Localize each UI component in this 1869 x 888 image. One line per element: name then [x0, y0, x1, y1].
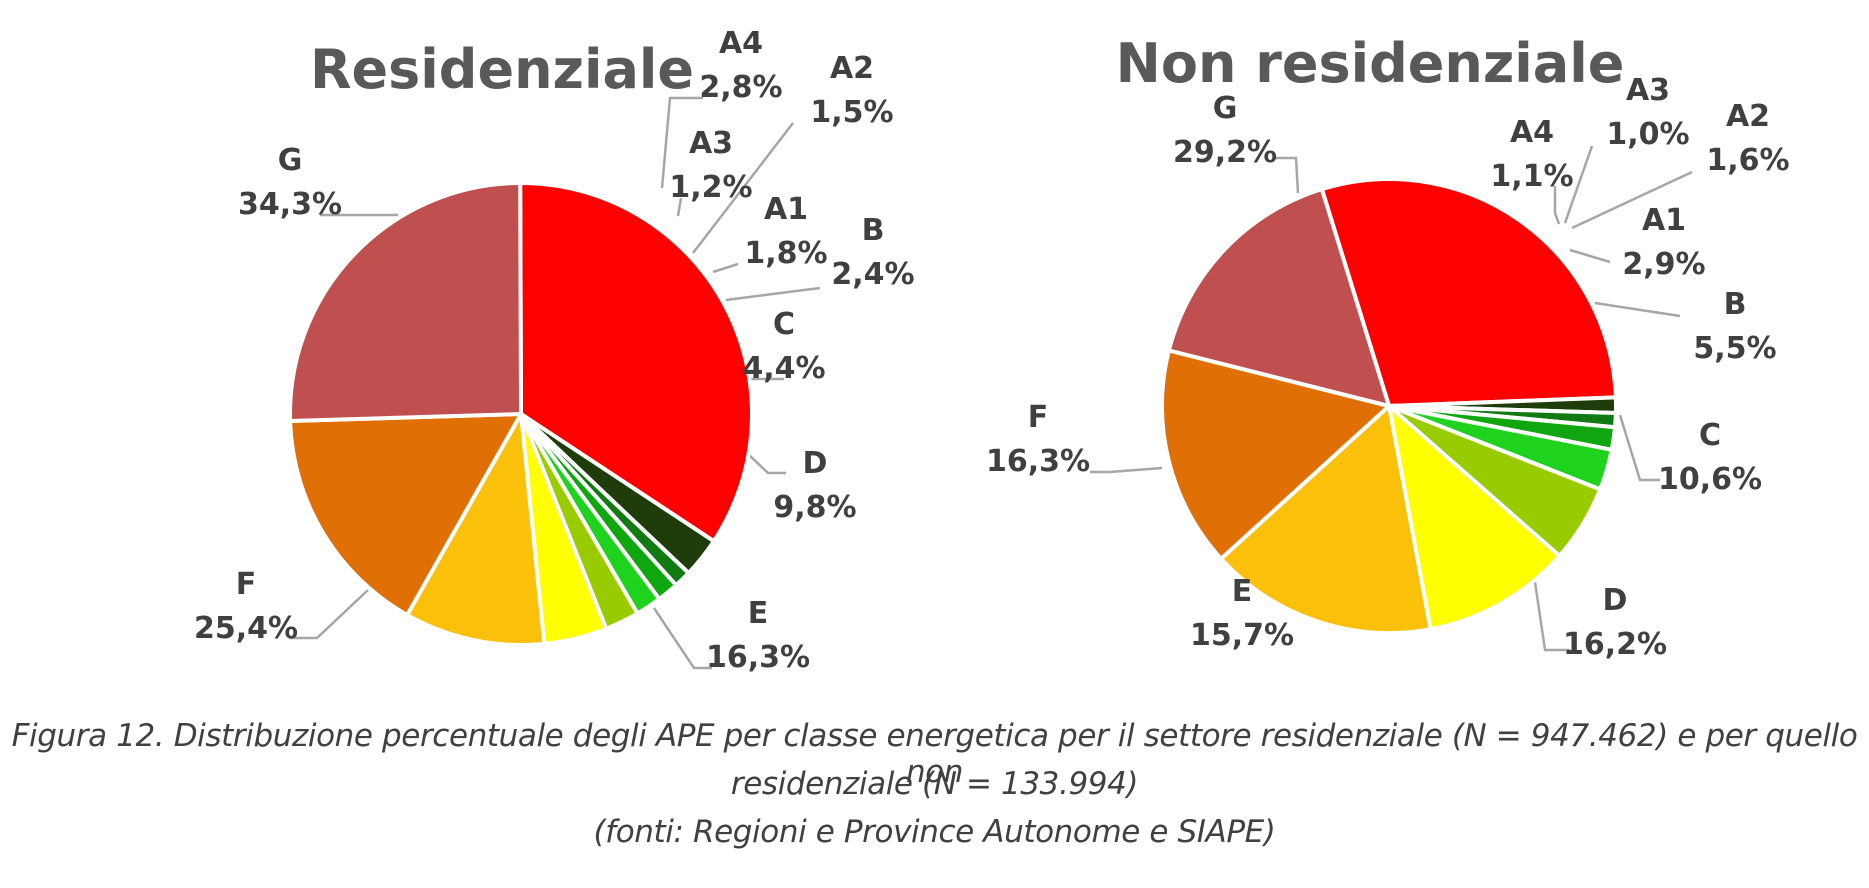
leader-line-non-residenziale-a4: [1553, 186, 1561, 225]
slice-value-non-residenziale-a4: 1,1%: [1490, 159, 1573, 194]
leader-line-residenziale-a3: [676, 197, 683, 217]
leader-line-non-residenziale-g: [1275, 156, 1300, 194]
leader-line-non-residenziale-b: [1594, 301, 1681, 318]
slice-value-residenziale-a1: 1,8%: [744, 236, 827, 271]
slice-label-residenziale-e: E: [748, 596, 769, 631]
pie-slice-residenziale-e: [288, 412, 523, 617]
leader-lines-non-residenziale: [1090, 145, 1693, 652]
slice-label-non-residenziale-d: D: [1603, 583, 1628, 618]
slice-label-residenziale-a2: A2: [830, 51, 874, 86]
leader-line-residenziale-d: [748, 454, 786, 475]
leader-line-residenziale-e: [652, 607, 712, 670]
pie-slice-non-residenziale-d: [1219, 404, 1433, 635]
slice-label-non-residenziale-a1: A1: [1642, 203, 1686, 238]
slice-value-residenziale-a4: 2,8%: [699, 70, 782, 105]
leader-line-residenziale-a2: [692, 122, 794, 254]
slice-label-residenziale-a1: A1: [764, 192, 808, 227]
slice-label-residenziale-g: G: [278, 143, 303, 178]
slice-label-non-residenziale-a2: A2: [1726, 99, 1770, 134]
slice-value-residenziale-c: 4,4%: [742, 351, 825, 386]
slice-label-non-residenziale-b: B: [1724, 287, 1747, 322]
slice-label-residenziale-f: F: [236, 567, 257, 602]
leader-line-residenziale-a1: [712, 262, 739, 274]
slice-label-residenziale-c: C: [773, 307, 795, 342]
slice-label-residenziale-a3: A3: [689, 126, 733, 161]
slice-value-non-residenziale-a3: 1,0%: [1606, 117, 1689, 152]
slice-value-residenziale-f: 25,4%: [194, 611, 298, 646]
leader-line-non-residenziale-f: [1090, 466, 1163, 474]
slice-value-non-residenziale-b: 5,5%: [1693, 331, 1776, 366]
slice-value-non-residenziale-a1: 2,9%: [1622, 247, 1705, 282]
slice-value-non-residenziale-f: 16,3%: [986, 444, 1090, 479]
pie-slice-residenziale-d: [405, 412, 547, 647]
figure-caption-line1: Figura 12. Distribuzione percentuale deg…: [11, 718, 1858, 790]
slice-label-non-residenziale-f: F: [1028, 400, 1049, 435]
slice-value-residenziale-e: 16,3%: [706, 640, 810, 675]
leader-line-non-residenziale-c: [1618, 414, 1660, 482]
pie-slice-non-residenziale-f: [1166, 187, 1391, 408]
figure-caption-line3: (fonti: Regioni e Province Autonome e SI…: [593, 814, 1276, 850]
slice-label-non-residenziale-g: G: [1213, 91, 1238, 126]
slice-value-residenziale-a3: 1,2%: [669, 170, 752, 205]
slice-value-non-residenziale-g: 29,2%: [1173, 135, 1277, 170]
pie-slice-non-residenziale-c: [1387, 404, 1562, 632]
chart-title-residenziale: Residenziale: [310, 38, 694, 101]
slice-label-residenziale-a4: A4: [719, 26, 763, 61]
pie-chart-residenziale: G 34,3% A4 2,8% A3 1,2% A2 1,5% A1 1,8% B 2,4% C 4,4%…: [194, 26, 915, 675]
slice-value-residenziale-a2: 1,5%: [810, 95, 893, 130]
leader-line-non-residenziale-a1: [1569, 248, 1611, 264]
slice-value-non-residenziale-d: 16,2%: [1563, 627, 1667, 662]
slice-value-non-residenziale-a2: 1,6%: [1706, 143, 1789, 178]
slice-label-non-residenziale-a3: A3: [1626, 73, 1670, 108]
leader-line-residenziale-b: [725, 286, 821, 302]
leader-line-non-residenziale-a2: [1571, 170, 1693, 230]
slice-label-residenziale-d: D: [803, 446, 828, 481]
pie-slice-residenziale-f: [288, 181, 523, 423]
figure-caption-line2: residenziale (N = 133.994): [730, 766, 1139, 802]
leader-line-residenziale-a4: [660, 96, 703, 189]
slice-label-residenziale-b: B: [862, 213, 885, 248]
slice-value-non-residenziale-c: 10,6%: [1658, 462, 1762, 497]
pie-slice-non-residenziale-e: [1160, 348, 1391, 561]
slice-value-residenziale-b: 2,4%: [831, 257, 914, 292]
leader-line-non-residenziale-a3: [1563, 145, 1594, 224]
pie-slice-non-residenziale-g: [1319, 177, 1618, 408]
slice-label-non-residenziale-a4: A4: [1510, 115, 1554, 150]
slice-value-non-residenziale-e: 15,7%: [1190, 618, 1294, 653]
slice-value-residenziale-d: 9,8%: [773, 490, 856, 525]
slice-label-non-residenziale-e: E: [1232, 574, 1253, 609]
chart-title-non-residenziale: Non residenziale: [1116, 32, 1625, 95]
slice-value-residenziale-g: 34,3%: [238, 187, 342, 222]
leader-line-residenziale-f: [289, 589, 369, 640]
pie-chart-non-residenziale: G 29,2% A4 1,1% A3 1,0% A2 1,6% A1 2,9% B 5,5% C 10,6…: [986, 73, 1790, 662]
slice-label-non-residenziale-c: C: [1699, 418, 1721, 453]
leader-line-non-residenziale-d: [1533, 581, 1570, 652]
